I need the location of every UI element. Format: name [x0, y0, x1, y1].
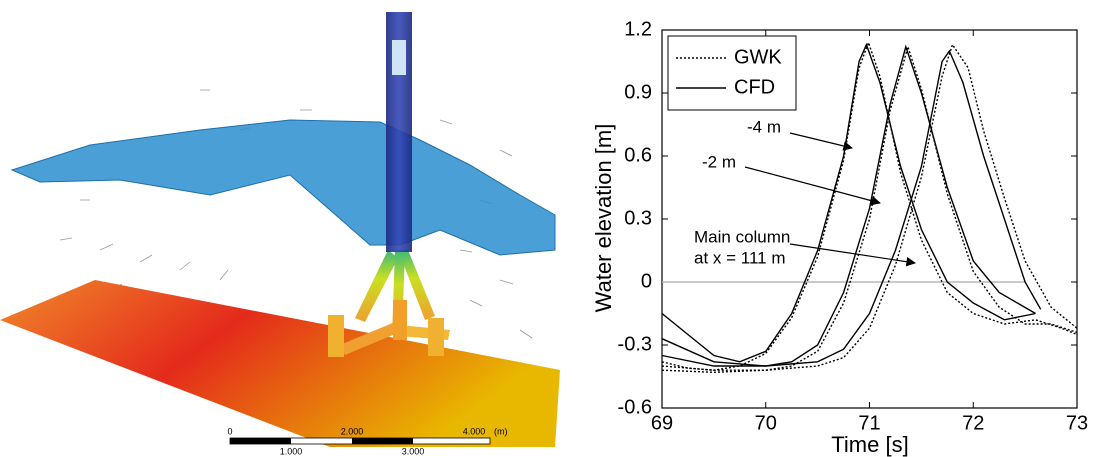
legend-label: CFD: [734, 76, 775, 98]
scale-label: 3.000: [402, 446, 425, 456]
y-tick-label: 0: [641, 270, 652, 292]
annotation: at x = 111 m: [694, 248, 786, 267]
y-tick-label: 1.2: [624, 18, 652, 40]
y-tick-label: -0.6: [618, 396, 652, 418]
chart: Water elevation [m] Time [s] 1.2 0.9 0.6 0.…: [591, 18, 1088, 457]
water-surface: [10, 119, 556, 256]
y-tick-label: 0.3: [624, 207, 652, 229]
x-axis-title: Time [s]: [831, 432, 908, 457]
series-line: [661, 44, 1078, 371]
y-tick-label: 0.6: [624, 144, 652, 166]
y-axis-title: Water elevation [m]: [591, 124, 616, 313]
y-tick-label: 0.9: [624, 81, 652, 103]
series-line: [661, 49, 1042, 367]
x-tick-label: 69: [651, 412, 673, 434]
scale-label: 1.000: [280, 446, 303, 456]
x-tick-label: 73: [1066, 412, 1088, 434]
annotation-arrow: [744, 166, 881, 206]
annotation: -2 m: [702, 152, 736, 171]
floor: [0, 280, 560, 447]
annotation-arrow: [789, 243, 916, 267]
x-tick-label: 71: [858, 412, 880, 434]
x-tick-label: 72: [962, 412, 984, 434]
column-marking: [392, 40, 406, 75]
platform: [328, 250, 450, 357]
scale-label: (m): [494, 426, 508, 436]
scale-label: 2.000: [341, 426, 364, 436]
scale-label: 4.000: [463, 426, 486, 436]
legend-label: GWK: [734, 46, 782, 68]
series-line: [661, 43, 1078, 374]
scale-label: 0: [227, 426, 232, 436]
annotation: Main column: [694, 227, 790, 246]
cfd-scene: 0 2.000 4.000 (m) 1.000 3.000: [0, 12, 560, 456]
y-tick-label: -0.3: [618, 333, 652, 355]
annotation: -4 m: [747, 117, 781, 136]
series-line: [661, 40, 1078, 371]
series-line: [661, 42, 1036, 363]
scale-bar: [229, 437, 491, 445]
annotation-arrow: [789, 132, 853, 151]
x-tick-label: 70: [755, 412, 777, 434]
legend-box: [667, 35, 797, 111]
